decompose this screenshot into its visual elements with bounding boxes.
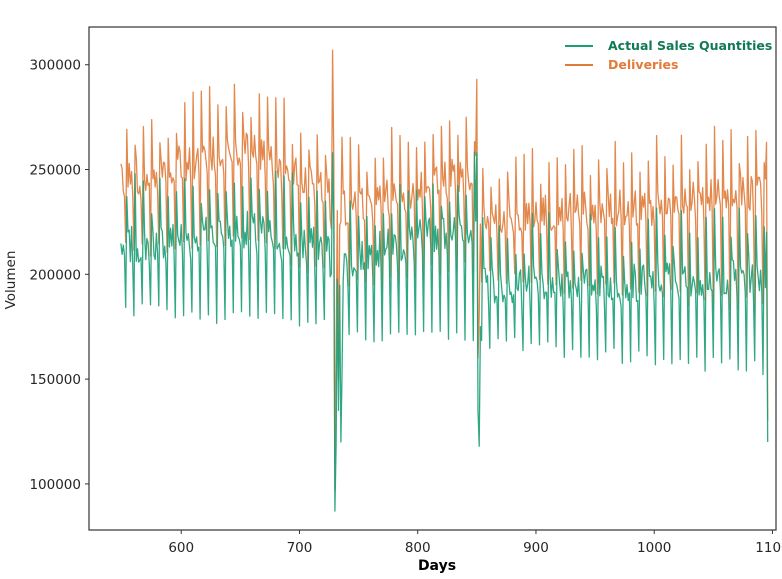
x-tick-label: 800 [405, 540, 431, 556]
x-axis-title: Days [418, 558, 456, 574]
y-axis-title: Volumen [3, 251, 19, 310]
legend-label-sales: Actual Sales Quantities [608, 38, 772, 53]
y-tick-label: 200000 [29, 267, 81, 283]
x-tick-label: 600 [168, 540, 194, 556]
x-tick-label: 900 [523, 540, 549, 556]
y-tick-label: 150000 [29, 372, 81, 388]
x-tick-label: 700 [287, 540, 313, 556]
x-tick-label: 1000 [637, 540, 671, 556]
series-line-actual-sales [120, 151, 769, 512]
legend: Actual Sales Quantities Deliveries [558, 34, 772, 76]
series-layer [120, 49, 769, 512]
y-tick-label: 100000 [29, 477, 81, 493]
y-tick-label: 300000 [29, 58, 81, 74]
legend-label-deliveries: Deliveries [608, 57, 678, 72]
y-axis: 100000 150000 200000 250000 300000 [29, 58, 89, 493]
x-axis: 600 700 800 900 1000 1100 [168, 530, 782, 556]
series-line-deliveries [120, 49, 769, 491]
y-tick-label: 250000 [29, 163, 81, 179]
legend-box [558, 34, 768, 76]
x-tick-label: 1100 [755, 540, 782, 556]
